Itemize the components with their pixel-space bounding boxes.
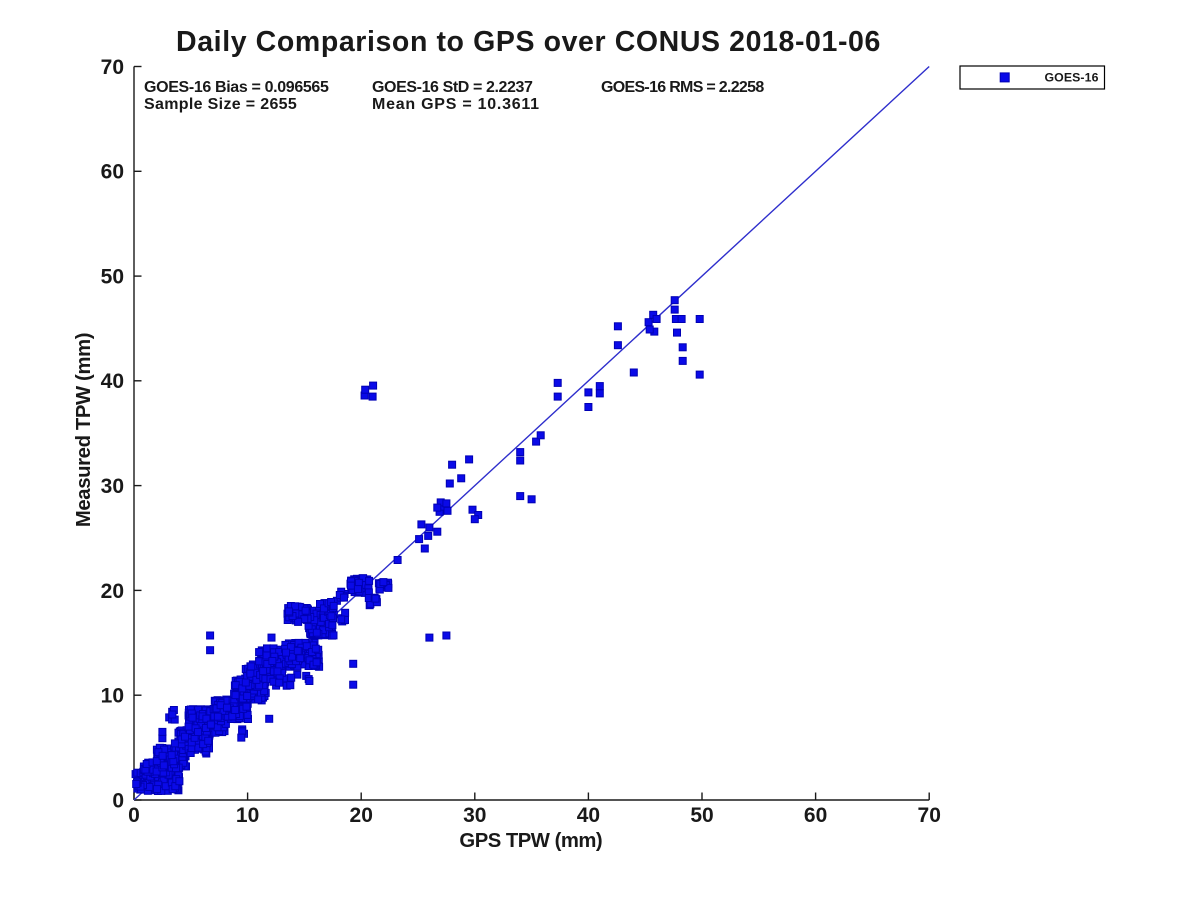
svg-text:Sample Size = 2655: Sample Size = 2655 — [144, 96, 297, 113]
svg-text:30: 30 — [101, 475, 124, 498]
svg-text:40: 40 — [577, 804, 600, 827]
svg-text:10: 10 — [101, 685, 124, 708]
svg-text:GOES-16: GOES-16 — [1045, 71, 1099, 85]
svg-text:10: 10 — [236, 804, 259, 827]
svg-text:20: 20 — [101, 580, 124, 603]
svg-text:0: 0 — [112, 789, 124, 812]
svg-text:0: 0 — [128, 804, 140, 827]
svg-text:GOES-16 StD = 2.2237: GOES-16 StD = 2.2237 — [372, 79, 533, 96]
svg-text:GPS TPW (mm): GPS TPW (mm) — [459, 830, 602, 852]
svg-text:Daily Comparison to GPS over C: Daily Comparison to GPS over CONUS 2018-… — [176, 26, 881, 58]
svg-text:60: 60 — [101, 161, 124, 184]
svg-text:60: 60 — [804, 804, 827, 827]
svg-text:30: 30 — [463, 804, 486, 827]
svg-text:GOES-16 RMS = 2.2258: GOES-16 RMS = 2.2258 — [601, 79, 764, 96]
svg-text:50: 50 — [690, 804, 713, 827]
svg-text:40: 40 — [101, 370, 124, 393]
svg-text:Measured TPW (mm): Measured TPW (mm) — [73, 333, 95, 527]
svg-text:20: 20 — [350, 804, 373, 827]
svg-text:50: 50 — [101, 266, 124, 289]
svg-text:70: 70 — [918, 804, 941, 827]
svg-text:GOES-16 Bias = 0.096565: GOES-16 Bias = 0.096565 — [144, 79, 329, 96]
svg-text:70: 70 — [101, 56, 124, 79]
svg-text:Mean GPS = 10.3611: Mean GPS = 10.3611 — [372, 96, 540, 113]
